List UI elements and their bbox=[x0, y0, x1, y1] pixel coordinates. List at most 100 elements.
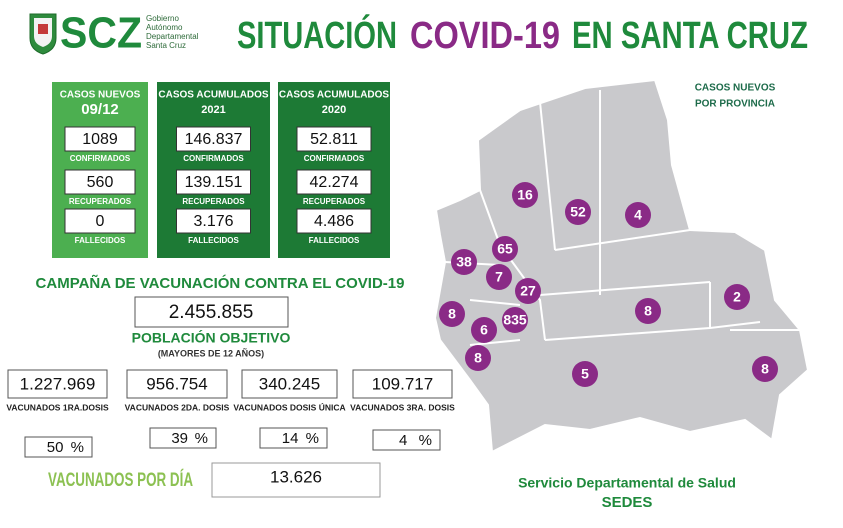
case-label: RECUPERADOS bbox=[182, 197, 245, 206]
target-box bbox=[134, 296, 289, 328]
dose-value: 1.227.969 bbox=[20, 374, 96, 393]
province-cases: 38 bbox=[456, 254, 472, 270]
province-marker bbox=[625, 202, 651, 228]
map-title: POR PROVINCIA bbox=[695, 99, 775, 110]
case-label: FALLECIDOS bbox=[188, 236, 239, 245]
province-marker bbox=[502, 307, 528, 333]
province-marker bbox=[565, 199, 591, 225]
case-value: 4.486 bbox=[314, 213, 354, 230]
percent-value: 50 bbox=[47, 439, 64, 456]
value-box bbox=[296, 208, 372, 234]
province-marker bbox=[572, 361, 598, 387]
case-value: 560 bbox=[87, 174, 114, 191]
dose-value: 109.717 bbox=[372, 374, 433, 393]
province-cases: 8 bbox=[644, 303, 652, 319]
province-marker bbox=[515, 278, 541, 304]
value-box bbox=[64, 126, 136, 152]
value-box bbox=[296, 126, 372, 152]
case-value: 52.811 bbox=[310, 131, 358, 148]
province-cases: 52 bbox=[570, 204, 586, 220]
province-marker bbox=[752, 356, 778, 382]
target-label: POBLACIÓN OBJETIVO bbox=[132, 329, 291, 346]
daily-value: 13.626 bbox=[270, 467, 322, 486]
daily-label: VACUNADOS POR DÍA bbox=[48, 469, 193, 491]
dose-box bbox=[7, 369, 108, 399]
case-value: 1089 bbox=[82, 131, 118, 148]
province-cases: 835 bbox=[503, 312, 527, 328]
province-cases: 2 bbox=[733, 289, 741, 305]
province-cases: 5 bbox=[581, 366, 589, 382]
case-value: 42.274 bbox=[310, 174, 359, 191]
province-marker bbox=[465, 345, 491, 371]
target-value: 2.455.855 bbox=[169, 302, 254, 323]
card-title: CASOS ACUMULADOS bbox=[158, 90, 269, 101]
province-marker bbox=[635, 298, 661, 324]
dose-label: VACUNADOS 1RA.DOSIS bbox=[6, 402, 109, 412]
logo-text: SCZ bbox=[60, 9, 142, 58]
case-label: FALLECIDOS bbox=[75, 236, 126, 245]
percent-sign: % bbox=[306, 430, 319, 447]
case-label: RECUPERADOS bbox=[69, 197, 132, 206]
card-title: CASOS ACUMULADOS bbox=[279, 90, 390, 101]
dose-box bbox=[126, 369, 228, 399]
dose-value: 340.245 bbox=[259, 374, 320, 393]
department-map bbox=[433, 78, 810, 454]
card-subtitle: 2021 bbox=[201, 104, 225, 116]
logo-line: Gobierno bbox=[146, 14, 179, 23]
value-box bbox=[176, 208, 251, 234]
title-part: EN SANTA CRUZ bbox=[572, 15, 808, 57]
percent-value: 39 bbox=[171, 430, 188, 447]
province-marker bbox=[451, 249, 477, 275]
vaccination-title: CAMPAÑA DE VACUNACIÓN CONTRA EL COVID-19 bbox=[36, 274, 405, 292]
province-cases: 16 bbox=[517, 187, 533, 203]
percent-box bbox=[149, 427, 217, 449]
province-cases: 6 bbox=[480, 322, 488, 338]
logo-line: Departamental bbox=[146, 32, 199, 41]
value-box bbox=[176, 169, 251, 195]
card-subtitle: 2020 bbox=[322, 104, 346, 116]
case-label: CONFIRMADOS bbox=[183, 154, 244, 163]
logo-shield bbox=[29, 13, 57, 55]
footer-org: Servicio Departamental de Salud bbox=[518, 475, 736, 491]
case-value: 0 bbox=[96, 213, 105, 230]
province-marker bbox=[471, 317, 497, 343]
province-marker bbox=[492, 236, 518, 262]
percent-box bbox=[24, 436, 93, 458]
logo-line: Autónomo bbox=[146, 23, 183, 32]
province-cases: 8 bbox=[448, 306, 456, 322]
province-marker bbox=[439, 301, 465, 327]
province-marker bbox=[512, 182, 538, 208]
province-cases: 8 bbox=[761, 361, 769, 377]
province-cases: 65 bbox=[497, 241, 513, 257]
percent-box bbox=[372, 429, 441, 451]
province-marker bbox=[724, 284, 750, 310]
province-cases: 7 bbox=[495, 269, 503, 285]
dose-label: VACUNADOS 2DA. DOSIS bbox=[125, 402, 230, 412]
percent-value: 4 bbox=[399, 432, 407, 449]
footer-acronym: SEDES bbox=[602, 494, 653, 511]
case-label: FALLECIDOS bbox=[309, 236, 360, 245]
province-cases: 8 bbox=[474, 350, 482, 366]
province-cases: 27 bbox=[520, 283, 536, 299]
province-cases: 4 bbox=[634, 207, 642, 223]
value-box bbox=[296, 169, 372, 195]
case-label: CONFIRMADOS bbox=[304, 154, 365, 163]
logo-line: Santa Cruz bbox=[146, 41, 186, 50]
dose-box bbox=[352, 369, 453, 399]
percent-box bbox=[259, 427, 328, 449]
dose-label: VACUNADOS DOSIS ÚNICA bbox=[233, 401, 345, 412]
value-box bbox=[176, 126, 251, 152]
case-label: RECUPERADOS bbox=[303, 197, 366, 206]
card-subtitle: 09/12 bbox=[81, 101, 119, 118]
title-part: COVID-19 bbox=[410, 15, 560, 57]
card-title: CASOS NUEVOS bbox=[60, 90, 141, 101]
dose-box bbox=[241, 369, 338, 399]
percent-sign: % bbox=[419, 432, 432, 449]
value-box bbox=[64, 169, 136, 195]
percent-value: 14 bbox=[282, 430, 299, 447]
daily-box bbox=[211, 462, 381, 498]
value-box bbox=[64, 208, 136, 234]
province-marker bbox=[486, 264, 512, 290]
